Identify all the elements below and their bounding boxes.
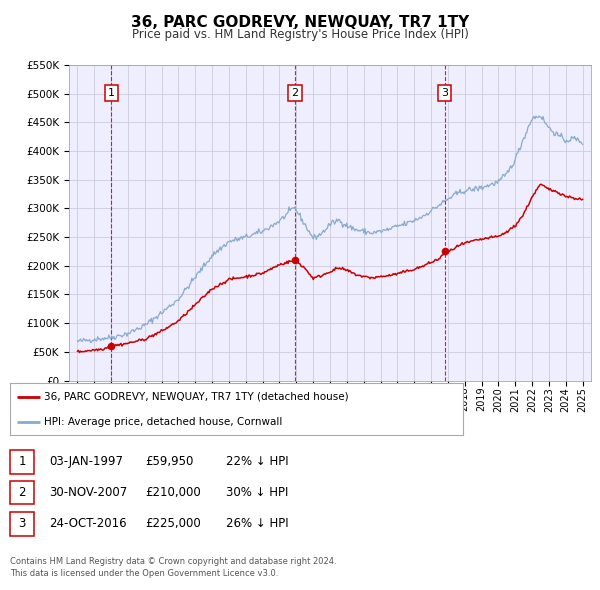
Text: 30-NOV-2007: 30-NOV-2007 [49, 486, 127, 499]
Text: £59,950: £59,950 [145, 455, 194, 468]
Text: 24-OCT-2016: 24-OCT-2016 [49, 517, 127, 530]
Text: HPI: Average price, detached house, Cornwall: HPI: Average price, detached house, Corn… [44, 417, 283, 427]
Text: 22% ↓ HPI: 22% ↓ HPI [226, 455, 289, 468]
Text: 3: 3 [441, 88, 448, 99]
Text: Contains HM Land Registry data © Crown copyright and database right 2024.: Contains HM Land Registry data © Crown c… [10, 557, 337, 566]
Text: 36, PARC GODREVY, NEWQUAY, TR7 1TY: 36, PARC GODREVY, NEWQUAY, TR7 1TY [131, 15, 469, 30]
Text: 2: 2 [292, 88, 299, 99]
Text: 36, PARC GODREVY, NEWQUAY, TR7 1TY (detached house): 36, PARC GODREVY, NEWQUAY, TR7 1TY (deta… [44, 392, 349, 402]
Text: 30% ↓ HPI: 30% ↓ HPI [226, 486, 289, 499]
Text: 3: 3 [19, 517, 26, 530]
Text: Price paid vs. HM Land Registry's House Price Index (HPI): Price paid vs. HM Land Registry's House … [131, 28, 469, 41]
Text: 1: 1 [19, 455, 26, 468]
Text: 03-JAN-1997: 03-JAN-1997 [49, 455, 123, 468]
Text: £225,000: £225,000 [145, 517, 201, 530]
Text: 26% ↓ HPI: 26% ↓ HPI [226, 517, 289, 530]
Text: 1: 1 [108, 88, 115, 99]
Text: This data is licensed under the Open Government Licence v3.0.: This data is licensed under the Open Gov… [10, 569, 278, 578]
Text: 2: 2 [19, 486, 26, 499]
Text: £210,000: £210,000 [145, 486, 201, 499]
